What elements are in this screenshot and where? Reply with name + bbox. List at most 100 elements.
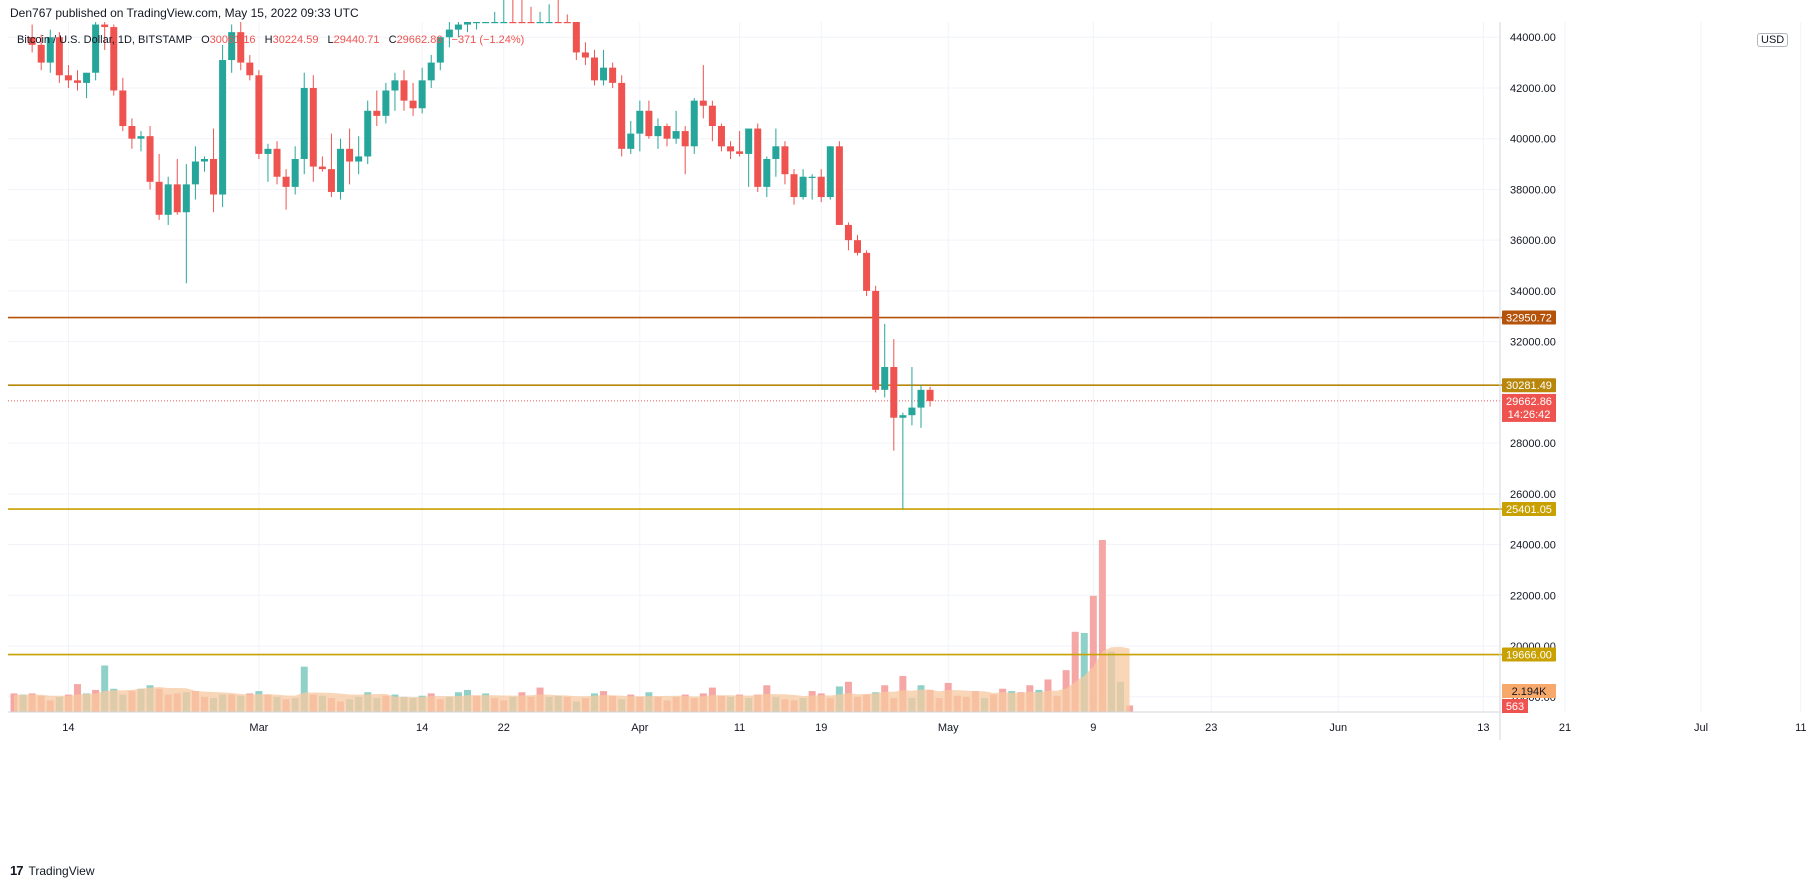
close-value: 29662.86 [396,34,443,46]
candle-body [799,176,807,198]
x-tick-label: 21 [1559,722,1571,734]
candle-body [482,22,490,24]
y-tick-label: 44000.00 [1510,32,1556,44]
candle-body [219,60,227,195]
y-tick-label: 22000.00 [1510,590,1556,602]
candle-body [128,126,136,139]
candle-body [427,62,435,81]
volume-bar [1098,540,1106,712]
candle-body [645,110,653,137]
x-tick-label: Jul [1694,722,1708,734]
candle-body [191,161,199,185]
x-tick-label: 9 [1090,722,1096,734]
candle-body [509,22,517,24]
candle-body [46,37,54,63]
candle-body [835,146,843,225]
candle-body [101,24,109,28]
candle-body [754,128,762,187]
candle-body [255,75,263,154]
candle-body [627,133,635,149]
low-value: 29440.71 [333,34,380,46]
candle-body [210,158,218,195]
candle-body [73,80,81,83]
candle-body [400,80,408,101]
x-tick-label: May [938,722,959,734]
candle-body [536,22,544,24]
candle-body [572,22,580,53]
candlesticks [28,0,934,510]
volume-current-label-text: 563 [1506,701,1524,713]
candle-body [473,22,481,24]
candle-body [182,184,190,213]
candle-body [37,44,45,63]
candle-body [55,37,63,76]
y-tick-label: 42000.00 [1510,83,1556,95]
high-label: H [264,34,273,46]
candle-body [418,80,426,109]
x-tick-label: Apr [631,722,648,734]
candle-body [681,131,689,147]
candle-body [464,22,471,25]
candle-body [826,146,834,198]
candle-body [518,22,526,24]
x-tick-label: 14 [62,722,74,734]
open-label: O [201,34,210,46]
countdown-text: 14:26:42 [1508,409,1551,421]
tradingview-footer[interactable]: 17 TradingView [10,863,95,878]
last-price-box [1502,393,1556,422]
volume-bar [300,666,308,712]
open-value: 30061.16 [209,34,256,46]
level-label-text: 25401.05 [1506,504,1552,516]
candle-body [763,158,771,187]
volume-ma-label-text: 2.194K [1512,686,1548,698]
candle-body [83,72,91,83]
tradingview-logo-icon: 17 [10,863,24,878]
candle-body [391,80,399,91]
candle-body [164,184,172,215]
y-tick-label: 28000.00 [1510,438,1556,450]
x-tick-label: Jun [1329,722,1347,734]
x-tick-label: 22 [498,722,510,734]
x-tick-label: 14 [416,722,428,734]
candle-body [844,224,852,241]
candle-body [554,22,562,24]
candle-body [881,367,889,390]
candle-body [291,158,299,187]
change-value: −371 (−1.24%) [451,34,525,46]
candle-body [200,158,208,162]
publish-info: Den767 published on TradingView.com, May… [10,6,359,20]
candle-body [817,176,825,198]
candle-body [926,389,934,401]
candle-body [155,181,163,215]
candle-body [228,32,236,61]
x-tick-label: Mar [249,722,268,734]
candle-body [563,22,571,24]
candle-body [699,100,707,106]
volume-ma-area [14,646,1130,712]
low-label: L [327,34,334,46]
y-tick-label: 34000.00 [1510,286,1556,298]
candle-body [409,100,417,109]
x-tick-label: 19 [815,722,827,734]
candle-body [445,29,453,38]
candle-body [318,166,326,170]
candle-body [545,22,553,24]
candle-body [346,148,354,162]
candle-body [237,32,245,63]
candle-body [327,169,335,192]
level-label-text: 19666.00 [1506,650,1552,662]
horizontal-levels [8,316,1504,656]
candle-body [337,148,345,192]
candle-body [717,126,725,147]
candle-body [454,24,462,30]
candle-body [672,131,680,139]
candle-body [364,110,372,157]
y-tick-label: 38000.00 [1510,184,1556,196]
candle-body [110,27,118,91]
candle-body [618,82,626,149]
candle-body [119,90,127,127]
candle-body [790,174,798,198]
currency-badge[interactable]: USD [1757,33,1789,47]
candle-body [736,151,744,154]
